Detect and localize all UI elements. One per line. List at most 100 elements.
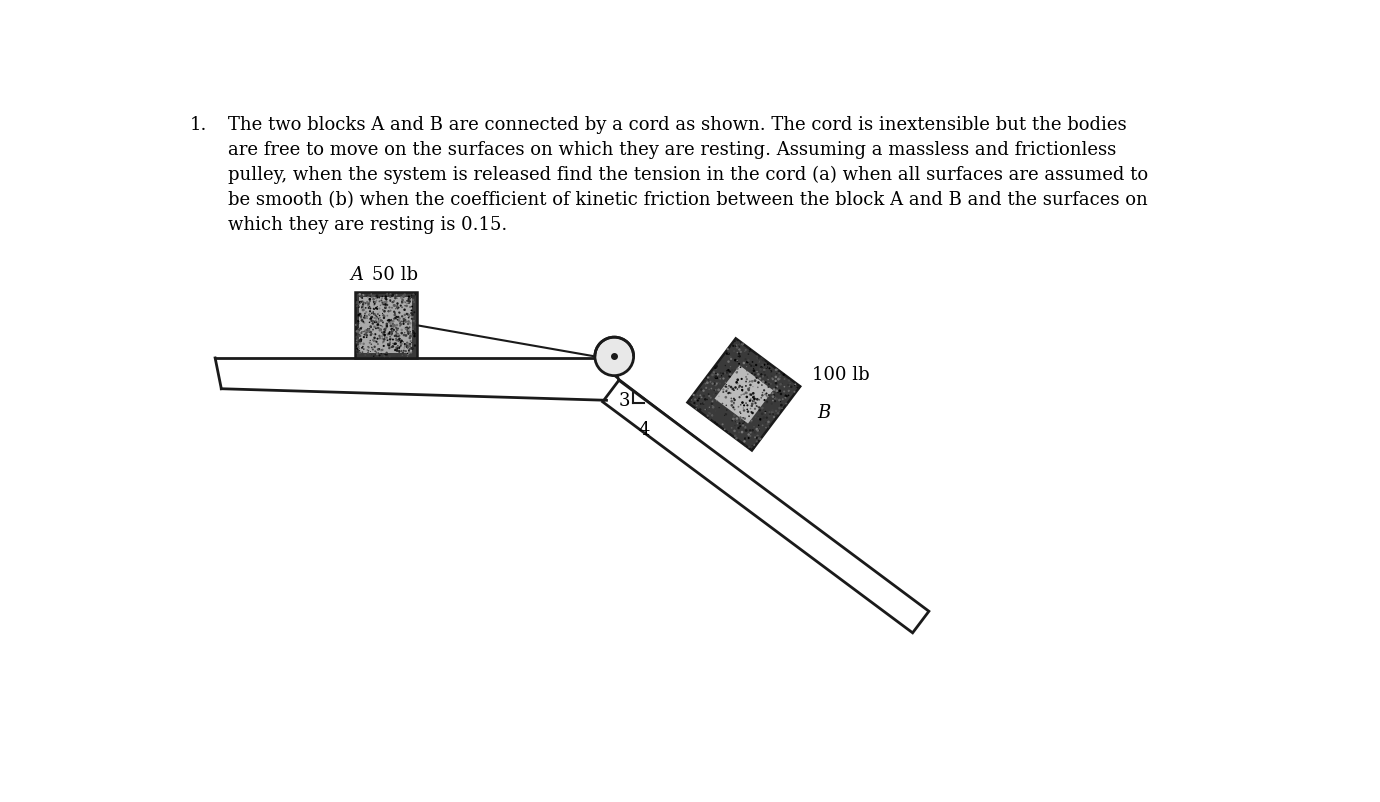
Point <box>380 291 402 304</box>
Point <box>780 381 802 394</box>
Point <box>748 377 770 390</box>
Point <box>738 428 760 441</box>
Point <box>726 378 748 391</box>
Point <box>402 311 424 324</box>
Point <box>357 302 380 315</box>
Point <box>367 338 389 351</box>
Point <box>391 338 413 350</box>
Point <box>679 395 701 408</box>
Point <box>727 425 749 438</box>
Point <box>346 319 368 332</box>
Point <box>400 330 422 343</box>
Point <box>731 338 753 350</box>
Point <box>396 308 418 321</box>
Point <box>731 338 753 351</box>
Point <box>362 290 384 303</box>
Point <box>758 378 780 391</box>
Point <box>374 350 396 363</box>
Point <box>368 312 391 325</box>
Point <box>388 333 410 346</box>
Point <box>726 366 748 379</box>
Point <box>351 290 373 302</box>
Point <box>723 410 745 423</box>
Point <box>716 384 738 397</box>
Point <box>348 329 370 342</box>
Point <box>399 322 421 334</box>
Point <box>756 395 778 408</box>
Point <box>720 395 742 408</box>
Point <box>368 322 391 335</box>
Point <box>694 378 716 391</box>
Point <box>363 329 385 342</box>
Point <box>373 298 395 311</box>
Point <box>384 312 406 325</box>
Point <box>377 310 399 322</box>
Point <box>384 306 406 318</box>
Point <box>397 316 420 329</box>
Point <box>397 349 420 362</box>
Point <box>719 366 741 379</box>
Point <box>380 320 402 333</box>
Point <box>766 409 788 422</box>
Point <box>701 369 723 382</box>
Point <box>690 391 712 404</box>
Point <box>378 327 400 340</box>
Point <box>770 379 792 391</box>
Point <box>402 322 424 334</box>
Point <box>738 384 760 397</box>
Point <box>349 347 371 360</box>
Point <box>370 344 392 357</box>
Point <box>368 332 391 345</box>
Point <box>687 395 709 407</box>
Point <box>742 395 765 408</box>
Point <box>755 417 777 430</box>
Point <box>736 424 758 437</box>
Point <box>348 326 370 339</box>
Point <box>385 292 407 305</box>
Point <box>386 342 408 355</box>
Point <box>718 356 740 369</box>
Point <box>399 293 421 306</box>
Point <box>400 328 422 341</box>
Point <box>722 413 744 426</box>
Point <box>362 344 384 357</box>
Point <box>747 366 769 379</box>
Point <box>378 316 400 329</box>
Point <box>702 405 724 418</box>
Point <box>738 375 760 388</box>
Point <box>359 326 381 339</box>
Point <box>715 380 737 393</box>
Point <box>363 312 385 325</box>
Point <box>400 305 422 318</box>
Point <box>397 322 420 335</box>
Point <box>360 329 382 342</box>
Point <box>707 376 729 389</box>
Point <box>737 383 759 395</box>
Point <box>400 301 422 314</box>
Point <box>393 289 415 302</box>
Point <box>360 288 382 301</box>
Point <box>747 368 769 381</box>
Point <box>730 373 752 386</box>
Point <box>752 387 774 399</box>
Point <box>770 399 792 412</box>
Point <box>753 394 776 407</box>
Point <box>403 306 425 319</box>
Point <box>748 404 770 417</box>
Point <box>402 342 424 355</box>
Point <box>367 322 389 335</box>
Point <box>382 318 404 330</box>
Point <box>351 291 373 304</box>
Circle shape <box>595 338 633 376</box>
Point <box>727 418 749 431</box>
Point <box>393 300 415 313</box>
Point <box>720 392 742 405</box>
Point <box>756 418 778 431</box>
Point <box>345 319 367 332</box>
Point <box>720 367 742 379</box>
Point <box>349 297 371 310</box>
Point <box>353 302 375 315</box>
Point <box>382 290 404 303</box>
Point <box>371 297 393 310</box>
Point <box>384 293 406 306</box>
